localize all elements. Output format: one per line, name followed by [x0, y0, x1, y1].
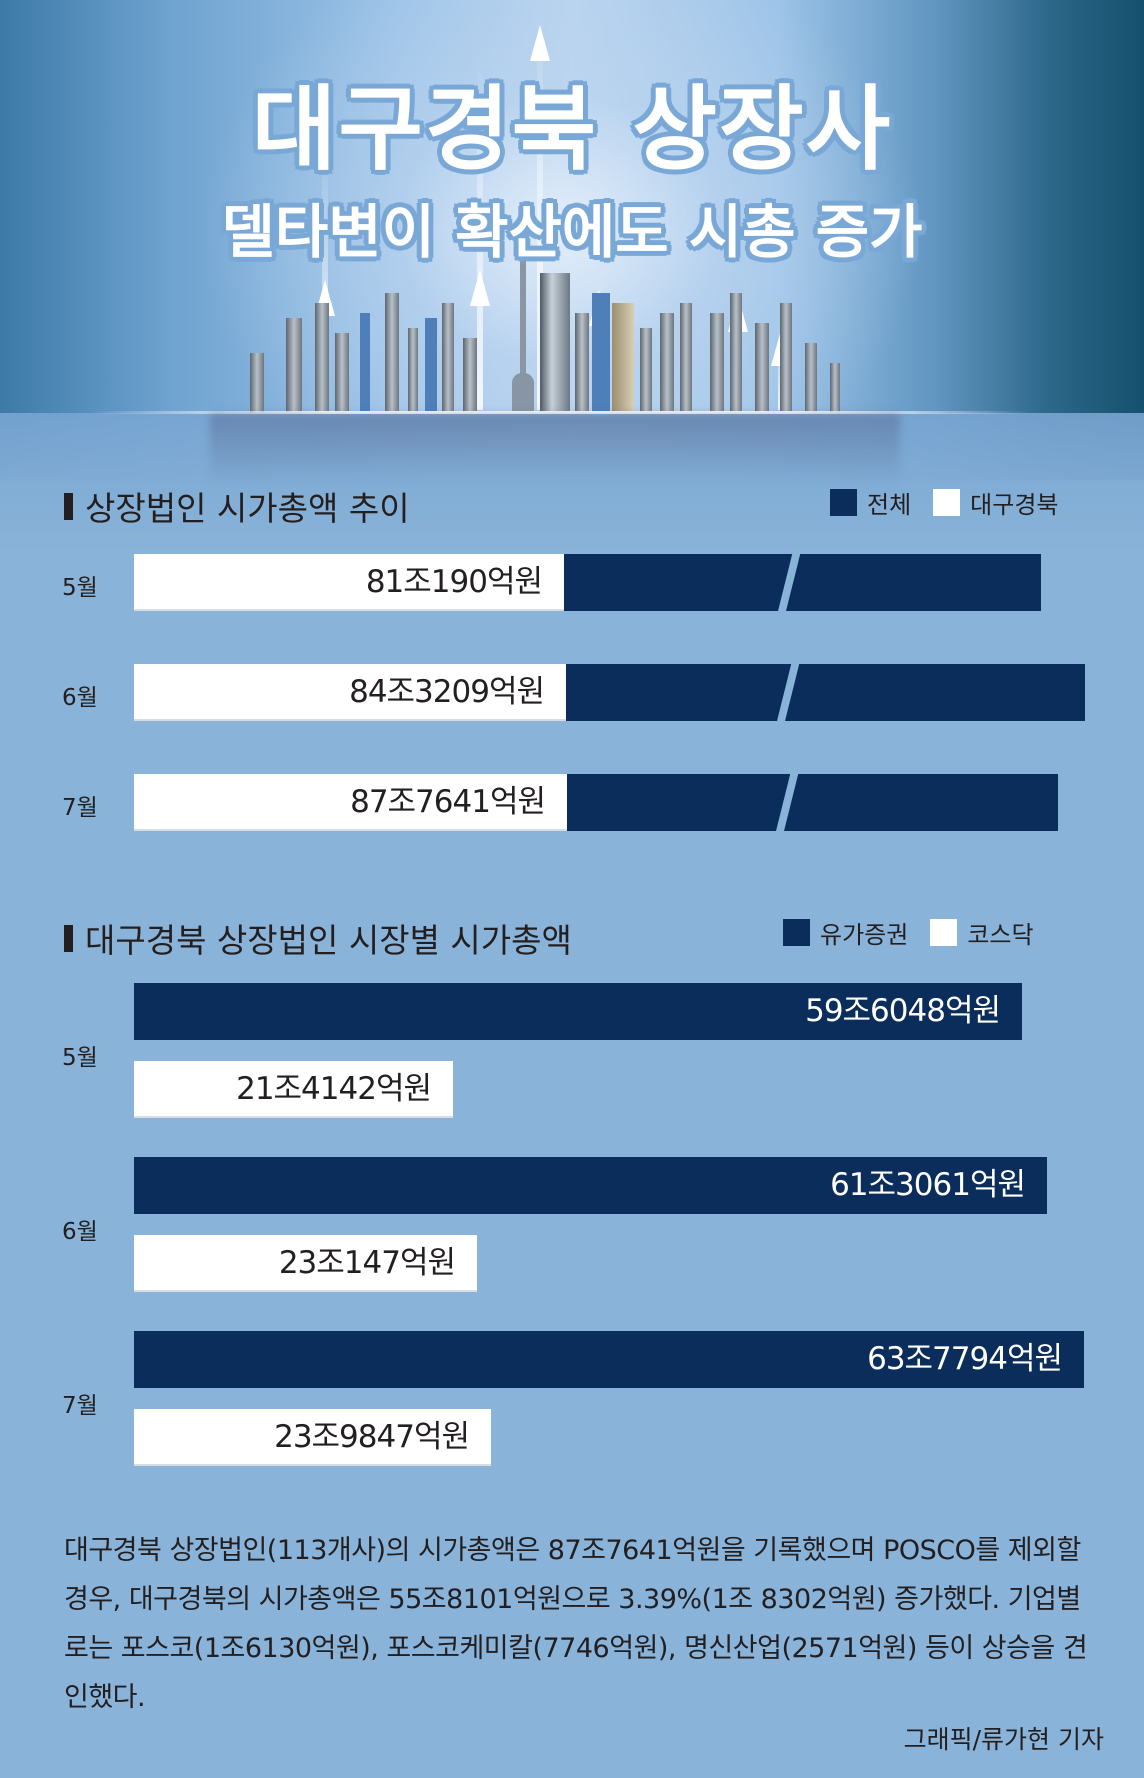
total-bar	[567, 774, 1058, 831]
kospi-bar: 59조6048억원	[134, 983, 1022, 1040]
daegu-bar: 84조3209억원	[134, 664, 566, 721]
bar-value: 81조190억원	[365, 564, 543, 600]
legend-swatch-kosdaq	[930, 919, 958, 946]
light-beam	[537, 10, 543, 410]
legend-swatch-kospi	[783, 919, 810, 946]
legend-label-daegu: 대구경북	[970, 491, 1059, 519]
heading-marker-icon	[64, 924, 73, 952]
legend-label-kospi: 유가증권	[820, 921, 909, 949]
total-bar	[564, 554, 1041, 611]
month-label: 5월	[62, 1045, 98, 1071]
hero-banner	[0, 0, 1144, 480]
city-skyline	[220, 223, 890, 413]
section1-title: 상장법인 시가총액 추이	[85, 489, 410, 528]
bar-value: 59조6048억원	[805, 993, 1001, 1029]
legend-swatch-total	[830, 489, 857, 516]
month-label: 6월	[62, 1219, 98, 1245]
section2-heading: 대구경북 상장법인 시장별 시가총액	[64, 914, 572, 962]
month-label: 7월	[62, 1393, 98, 1419]
daegu-bar: 87조7641억원	[134, 774, 567, 831]
light-beam	[477, 60, 483, 410]
month-label: 6월	[62, 685, 98, 711]
page-subtitle: 델타변이 확산에도 시총 증가	[221, 198, 923, 266]
bar-value: 84조3209억원	[349, 674, 545, 710]
section2-title: 대구경북 상장법인 시장별 시가총액	[85, 921, 572, 960]
bar-value: 63조7794억원	[867, 1341, 1063, 1377]
bar-value: 23조9847억원	[274, 1419, 470, 1455]
up-arrow-icon	[470, 270, 490, 306]
kospi-bar: 61조3061억원	[134, 1157, 1047, 1214]
kospi-bar: 63조7794억원	[134, 1331, 1084, 1388]
bar-value: 21조4142억원	[236, 1071, 432, 1107]
page-title: 대구경북 상장사	[251, 76, 893, 183]
kosdaq-bar: 21조4142억원	[134, 1061, 453, 1118]
summary-paragraph: 대구경북 상장법인(113개사)의 시가총액은 87조7641억원을 기록했으며…	[64, 1535, 1088, 1713]
horizon-line	[90, 411, 1030, 414]
kosdaq-bar: 23조147억원	[134, 1235, 477, 1292]
month-label: 7월	[62, 795, 98, 821]
daegu-bar: 81조190억원	[134, 554, 564, 611]
kosdaq-bar: 23조9847억원	[134, 1409, 491, 1466]
bar-value: 87조7641억원	[350, 784, 546, 820]
heading-marker-icon	[64, 492, 73, 520]
month-label: 5월	[62, 575, 98, 601]
skyline-reflection	[210, 414, 900, 484]
total-bar	[566, 664, 1085, 721]
section1-heading: 상장법인 시가총액 추이	[64, 482, 410, 530]
section1-legend: 전체 대구경북	[830, 485, 1081, 520]
bar-value: 61조3061억원	[830, 1167, 1026, 1203]
legend-label-kosdaq: 코스닥	[967, 921, 1034, 949]
legend-swatch-daegu	[933, 489, 961, 516]
bar-value: 23조147억원	[278, 1245, 456, 1281]
up-arrow-icon	[530, 25, 550, 61]
legend-label-total: 전체	[867, 491, 912, 519]
section2-legend: 유가증권 코스닥	[783, 915, 1056, 950]
credit-line: 그래픽/류가현 기자	[903, 1725, 1104, 1754]
